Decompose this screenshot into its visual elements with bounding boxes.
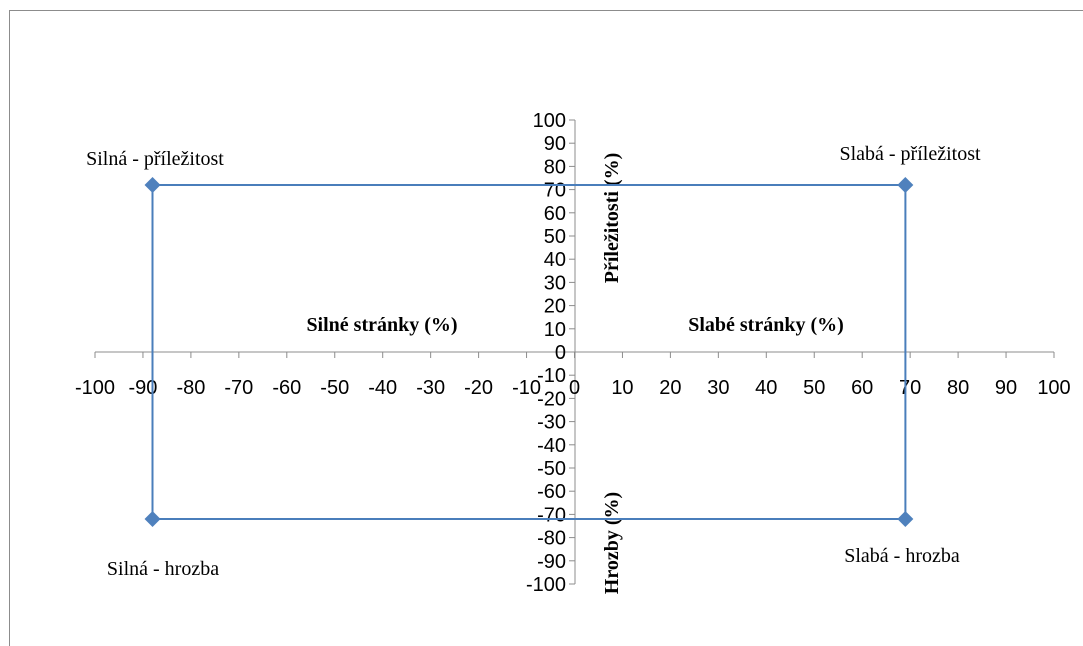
- y-tick-label: 100: [533, 110, 566, 132]
- x-tick-label: 70: [899, 377, 921, 399]
- data-point: [897, 511, 914, 528]
- x-tick-label: 20: [659, 377, 681, 399]
- x-tick-label: 40: [755, 377, 777, 399]
- x-tick-label: -30: [416, 377, 445, 399]
- x-tick-label: 80: [947, 377, 969, 399]
- y-tick-label: -70: [537, 504, 566, 526]
- y-tick-label: 70: [544, 180, 566, 202]
- y-tick-label: 40: [544, 249, 566, 271]
- y-tick-label: -40: [537, 435, 566, 457]
- x-tick-label: 50: [803, 377, 825, 399]
- y-tick-label: 0: [555, 342, 566, 364]
- point-label: Slabá - hrozba: [844, 545, 960, 567]
- x-tick-label: 30: [707, 377, 729, 399]
- top-axis-title: Příležitosti (%): [601, 153, 623, 284]
- right-axis-title: Slabé stránky (%): [688, 314, 844, 336]
- y-tick-label: 10: [544, 319, 566, 341]
- data-point: [144, 511, 161, 528]
- y-tick-label: 20: [544, 296, 566, 318]
- y-tick-label: -20: [537, 388, 566, 410]
- x-tick-label: -90: [128, 377, 157, 399]
- data-point: [144, 176, 161, 193]
- y-tick-label: 50: [544, 226, 566, 248]
- y-tick-label: 30: [544, 272, 566, 294]
- x-tick-label: 10: [611, 377, 633, 399]
- y-tick-label: -100: [526, 574, 566, 596]
- x-tick-label: -70: [224, 377, 253, 399]
- y-tick-label: -90: [537, 551, 566, 573]
- x-tick-label: -80: [176, 377, 205, 399]
- point-label: Silná - hrozba: [107, 558, 219, 580]
- y-tick-label: 80: [544, 156, 566, 178]
- y-tick-label: 90: [544, 133, 566, 155]
- x-tick-label: 60: [851, 377, 873, 399]
- y-tick-label: -30: [537, 412, 566, 434]
- y-tick-label: 60: [544, 203, 566, 225]
- bottom-axis-title: Hrozby (%): [601, 492, 623, 594]
- data-point: [897, 176, 914, 193]
- x-tick-label: -10: [512, 377, 541, 399]
- x-tick-label: 0: [569, 377, 580, 399]
- point-label: Silná - příležitost: [86, 148, 224, 170]
- y-tick-label: -10: [537, 365, 566, 387]
- x-tick-label: -40: [368, 377, 397, 399]
- point-label: Slabá - příležitost: [839, 143, 981, 165]
- left-axis-title: Silné stránky (%): [306, 314, 457, 336]
- y-tick-label: -50: [537, 458, 566, 480]
- x-tick-label: -50: [320, 377, 349, 399]
- x-tick-label: -60: [272, 377, 301, 399]
- x-tick-label: 90: [995, 377, 1017, 399]
- x-tick-label: -20: [464, 377, 493, 399]
- x-tick-label: 100: [1037, 377, 1070, 399]
- x-tick-label: -100: [75, 377, 115, 399]
- y-tick-label: -60: [537, 481, 566, 503]
- chart-frame: [9, 10, 1083, 646]
- y-tick-label: -80: [537, 528, 566, 550]
